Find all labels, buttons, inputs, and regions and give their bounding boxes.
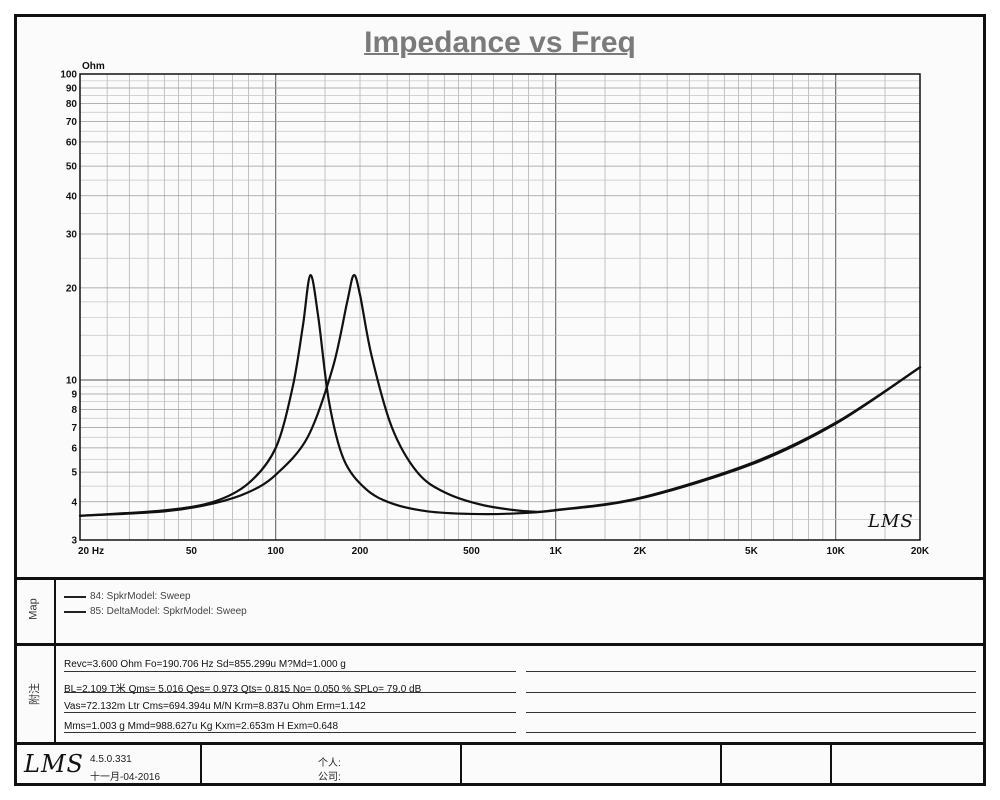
legend-label: 85: DeltaModel: SpkrModel: Sweep	[90, 606, 247, 617]
footer-date: 十一月-04-2016	[90, 772, 161, 783]
param-underline	[526, 712, 976, 713]
y-tick-label: 40	[66, 191, 78, 202]
y-tick-label: 3	[71, 536, 77, 547]
x-tick-label: 20K	[911, 546, 930, 557]
divider-chart-map	[14, 577, 986, 580]
y-tick-label: 8	[71, 405, 77, 416]
param-line-2: BL=2.109 T米 Qms= 5.016 Qes= 0.973 Qts= 0…	[64, 684, 422, 695]
legend-item-85: 85: DeltaModel: SpkrModel: Sweep	[64, 606, 247, 617]
y-tick-label: 10	[66, 375, 78, 386]
param-underline	[64, 671, 516, 672]
footer-divider	[720, 745, 722, 783]
divider-params-footer	[14, 742, 986, 745]
param-underline	[526, 732, 976, 733]
x-tick-label: 20 Hz	[78, 546, 104, 557]
legend-swatch	[64, 595, 86, 598]
x-tick-label: 500	[463, 546, 480, 557]
param-line-3: Vas=72.132m Ltr Cms=694.394u M/N Krm=8.8…	[64, 701, 366, 712]
y-tick-label: 5	[71, 468, 77, 479]
footer-company-label: 公司:	[318, 772, 341, 783]
chart-series	[78, 274, 922, 517]
x-tick-label: 100	[267, 546, 284, 557]
series-line-1	[78, 274, 922, 517]
legend-label: 84: SpkrModel: Sweep	[90, 591, 191, 602]
map-section-label: Map	[28, 598, 40, 620]
y-tick-label: 80	[66, 99, 78, 110]
y-tick-label: 4	[71, 497, 77, 508]
param-underline	[64, 732, 516, 733]
x-tick-label: 1K	[549, 546, 563, 557]
section-label-divider	[54, 580, 56, 742]
footer-person-label: 个人:	[318, 758, 341, 769]
footer-version: 4.5.0.331	[90, 754, 132, 765]
footer-divider	[830, 745, 832, 783]
param-line-4: Mms=1.003 g Mmd=988.627u Kg Kxm=2.653m H…	[64, 721, 339, 732]
param-underline	[526, 671, 976, 672]
y-tick-label: 50	[66, 162, 78, 173]
chart-ticks: 20 Hz 50 100 200 500 1K 2K 5K 10K 20K 100 90 80 70 60 5…	[60, 61, 930, 557]
legend-swatch	[64, 610, 86, 613]
y-axis-label: Ohm	[82, 61, 105, 72]
legend-item-84: 84: SpkrModel: Sweep	[64, 591, 191, 602]
x-tick-label: 10K	[827, 546, 846, 557]
y-tick-label: 20	[66, 283, 78, 294]
y-tick-label: 90	[66, 84, 78, 95]
footer-divider	[200, 745, 202, 783]
y-tick-label: 6	[71, 443, 77, 454]
param-underline	[64, 712, 516, 713]
x-tick-label: 200	[352, 546, 369, 557]
plot-border	[79, 73, 921, 541]
divider-map-params	[14, 643, 986, 646]
y-tick-label: 60	[66, 137, 78, 148]
y-tick-label: 7	[71, 423, 77, 434]
page-frame	[14, 14, 986, 786]
x-tick-label: 5K	[745, 546, 759, 557]
param-line-1: Revc=3.600 Ohm Fo=190.706 Hz Sd=855.299u…	[64, 659, 346, 670]
lms-watermark: LMS	[868, 511, 914, 532]
y-tick-label: 70	[66, 117, 78, 128]
x-tick-label: 50	[186, 546, 198, 557]
params-section-label: 附注	[29, 683, 41, 705]
y-tick-label: 9	[71, 390, 77, 401]
chart-title: Impedance vs Freq	[364, 26, 636, 59]
lms-logo: LMS	[24, 750, 84, 778]
x-tick-label: 2K	[634, 546, 648, 557]
param-underline	[64, 692, 516, 693]
series-line-2	[78, 274, 922, 517]
y-tick-label: 30	[66, 230, 78, 241]
footer-divider	[460, 745, 462, 783]
y-tick-label: 100	[60, 70, 77, 81]
param-underline	[526, 692, 976, 693]
chart-grid	[79, 73, 921, 541]
